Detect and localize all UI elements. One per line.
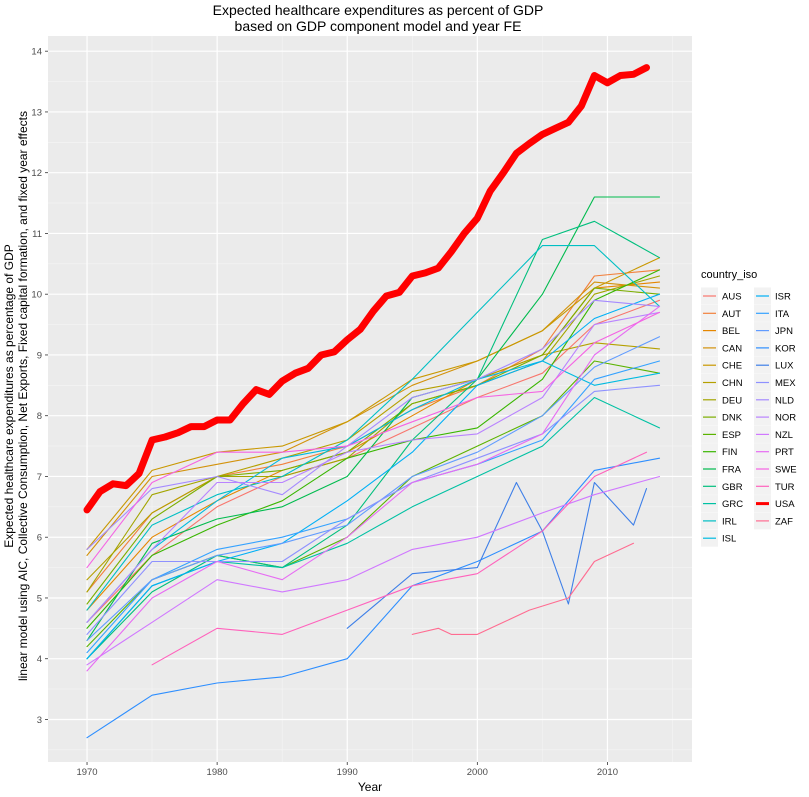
series-line-prt	[86, 305, 661, 672]
x-tick-label: 2010	[597, 767, 618, 778]
legend-label-nld: NLD	[775, 395, 794, 406]
y-axis-label-line-2: linear model using AIC, Collective Consu…	[16, 111, 30, 681]
legend-label-isr: ISR	[775, 292, 791, 303]
series-line-isr	[86, 293, 661, 660]
legend-label-grc: GRC	[722, 499, 743, 510]
series-line-kor	[86, 457, 661, 739]
legend-title: country_iso	[701, 269, 757, 281]
y-tick-label: 8	[37, 411, 42, 422]
legend-label-deu: DEU	[722, 395, 742, 406]
legend-label-aut: AUT	[722, 309, 741, 320]
legend-label-prt: PRT	[775, 447, 794, 458]
legend-label-aus: AUS	[722, 292, 742, 303]
legend-label-irl: IRL	[722, 516, 737, 527]
series-line-can	[86, 281, 661, 556]
grid	[48, 36, 692, 762]
legend-label-fra: FRA	[722, 465, 742, 476]
x-tick-label: 1980	[207, 767, 228, 778]
y-tick-label: 3	[37, 715, 42, 726]
series-line-zaf	[411, 542, 635, 635]
legend-label-lux: LUX	[775, 361, 794, 372]
y-tick-label: 7	[37, 472, 42, 483]
x-axis-label: Year	[358, 780, 382, 794]
series-line-isl	[86, 360, 661, 623]
legend-label-usa: USA	[775, 499, 795, 510]
legend-label-esp: ESP	[722, 430, 741, 441]
y-tick-label: 10	[31, 290, 42, 301]
series-line-nor	[86, 311, 661, 623]
legend-label-isl: ISL	[722, 534, 736, 545]
y-axis-ticks: 3 4 5 6 7 8 9 10 11 12 13 14	[31, 47, 48, 726]
x-tick-label: 1970	[76, 767, 97, 778]
legend-label-swe: SWE	[775, 465, 797, 476]
series-line-usa	[83, 64, 650, 514]
legend-label-fin: FIN	[722, 447, 737, 458]
x-tick-label: 2000	[467, 767, 488, 778]
series-line-tur	[151, 451, 648, 666]
y-tick-label: 12	[31, 168, 42, 179]
legend-label-tur: TUR	[775, 482, 795, 493]
y-tick-label: 5	[37, 593, 42, 604]
legend-label-nzl: NZL	[775, 430, 793, 441]
y-tick-label: 14	[31, 47, 42, 58]
y-tick-label: 6	[37, 533, 42, 544]
x-tick-label: 1990	[337, 767, 358, 778]
chart-title-line-1: Expected healthcare expenditures as perc…	[213, 2, 544, 18]
y-tick-label: 11	[32, 229, 42, 240]
legend-label-mex: MEX	[775, 378, 796, 389]
legend-label-nor: NOR	[775, 413, 796, 424]
legend-label-bel: BEL	[722, 326, 740, 337]
series-line-chn	[86, 342, 661, 581]
series-line-deu	[86, 275, 661, 593]
series-lines	[83, 64, 661, 739]
legend-label-zaf: ZAF	[775, 516, 793, 527]
legend-label-gbr: GBR	[722, 482, 743, 493]
legend-label-kor: KOR	[775, 343, 796, 354]
plot-panel	[48, 36, 692, 762]
series-line-mex	[86, 384, 661, 635]
y-tick-label: 9	[37, 350, 42, 361]
legend-label-che: CHE	[722, 361, 742, 372]
series-line-irl	[86, 245, 661, 611]
y-tick-label: 4	[37, 654, 42, 665]
legend-label-dnk: DNK	[722, 413, 743, 424]
legend-label-chn: CHN	[722, 378, 743, 389]
y-axis-label-line-1: Expected healthcare expenditures as perc…	[2, 244, 16, 548]
legend-label-jpn: JPN	[775, 326, 793, 337]
x-axis-ticks: 1970 1980 1990 2000 2010	[76, 762, 618, 778]
legend: country_iso AUS AUT BEL CAN CHE CHN DEU DNK ESP F…	[701, 269, 797, 547]
legend-label-can: CAN	[722, 343, 742, 354]
series-line-swe	[86, 311, 661, 569]
y-tick-label: 13	[31, 107, 42, 118]
chart-title-line-2: based on GDP component model and year FE	[235, 18, 522, 34]
series-line-nld	[86, 299, 661, 550]
series-line-che	[86, 257, 661, 550]
legend-label-ita: ITA	[775, 309, 790, 320]
